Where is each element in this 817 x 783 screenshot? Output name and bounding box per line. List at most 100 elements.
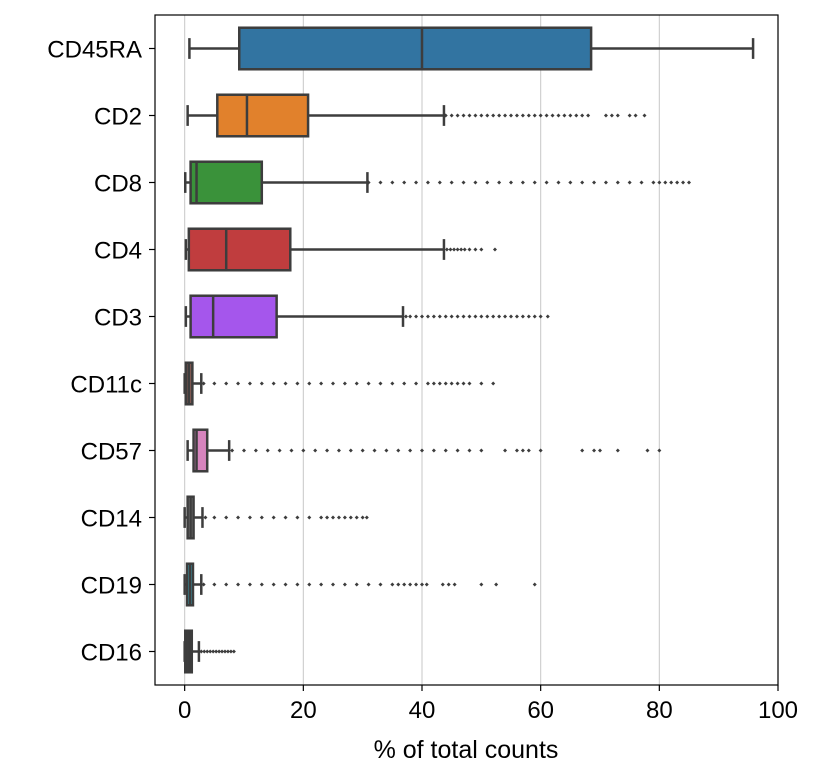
outlier-point-CD8-4 xyxy=(414,180,419,185)
outlier-point-CD4-3 xyxy=(455,247,460,252)
outlier-point-CD11c-14 xyxy=(366,381,371,386)
outlier-point-CD2-0 xyxy=(443,113,448,118)
outlier-point-CD57-29 xyxy=(598,448,602,453)
outlier-point-CD3-7 xyxy=(443,314,448,319)
outlier-point-CD3-2 xyxy=(414,314,419,319)
outlier-point-CD19-7 xyxy=(283,582,288,587)
outlier-point-CD16-10 xyxy=(228,649,233,654)
outlier-point-CD14-6 xyxy=(271,515,276,520)
outlier-point-CD57-3 xyxy=(265,448,270,453)
box-CD8 xyxy=(189,160,264,205)
outlier-point-CD11c-16 xyxy=(390,381,395,386)
outlier-point-CD2-10 xyxy=(503,113,508,118)
outlier-point-CD2-7 xyxy=(485,113,490,118)
outlier-point-CD19-17 xyxy=(396,582,401,587)
outlier-point-CD11c-23 xyxy=(449,381,454,386)
outlier-point-CD14-17 xyxy=(360,515,365,520)
outlier-point-CD11c-22 xyxy=(443,381,448,386)
outlier-point-CD3-9 xyxy=(455,314,460,319)
outlier-point-CD57-28 xyxy=(592,448,597,453)
outlier-point-CD57-21 xyxy=(479,448,484,453)
outlier-point-CD2-26 xyxy=(609,113,614,118)
outlier-point-CD2-28 xyxy=(627,113,632,118)
x-tick-label-40: 40 xyxy=(409,697,436,724)
outlier-point-CD8-12 xyxy=(509,180,513,185)
outlier-point-CD3-6 xyxy=(437,314,442,319)
y-tick-label-CD11c: CD11c xyxy=(70,372,142,399)
outlier-point-CD19-6 xyxy=(271,582,276,587)
box-CD3 xyxy=(189,294,278,339)
outlier-point-CD2-9 xyxy=(497,113,502,118)
outlier-point-CD16-4 xyxy=(211,649,216,654)
outlier-point-CD11c-13 xyxy=(354,381,359,386)
outlier-point-CD14-2 xyxy=(224,515,229,520)
outlier-point-CD2-27 xyxy=(615,113,620,118)
outlier-point-CD3-8 xyxy=(449,314,454,319)
outlier-point-CD19-11 xyxy=(331,582,335,587)
outlier-point-CD4-4 xyxy=(459,247,464,252)
x-axis: 0 20 40 60 80 100 xyxy=(178,685,798,724)
outlier-point-CD57-7 xyxy=(313,448,318,453)
outlier-point-CD19-0 xyxy=(201,582,206,587)
outlier-point-CD2-16 xyxy=(538,113,543,118)
outlier-point-CD57-12 xyxy=(372,448,377,453)
outlier-point-CD14-10 xyxy=(319,515,324,520)
outlier-point-CD8-2 xyxy=(390,180,395,185)
box-group-CD4 xyxy=(184,227,497,272)
outlier-point-CD8-9 xyxy=(473,180,478,185)
outlier-point-CD3-5 xyxy=(431,314,436,319)
outlier-point-CD3-19 xyxy=(514,314,519,319)
outlier-point-CD3-15 xyxy=(491,314,496,319)
outlier-point-CD8-5 xyxy=(425,180,430,185)
outlier-point-CD19-3 xyxy=(236,582,241,587)
outlier-point-CD11c-2 xyxy=(224,381,229,386)
outlier-point-CD11c-25 xyxy=(461,381,466,386)
outlier-point-CD8-17 xyxy=(568,180,573,185)
outlier-point-CD8-27 xyxy=(669,180,674,185)
outlier-point-CD8-7 xyxy=(449,180,454,185)
outlier-point-CD14-12 xyxy=(331,515,335,520)
outlier-point-CD14-4 xyxy=(247,515,252,520)
outlier-point-CD3-22 xyxy=(532,314,537,319)
outlier-point-CD2-18 xyxy=(550,113,555,118)
outlier-point-CD2-12 xyxy=(514,113,519,118)
outlier-point-CD8-13 xyxy=(520,180,525,185)
outlier-point-CD19-28 xyxy=(532,582,537,587)
outlier-point-CD8-19 xyxy=(592,180,597,185)
outlier-point-CD2-29 xyxy=(633,113,638,118)
outlier-point-CD19-2 xyxy=(224,582,229,587)
outlier-point-CD19-24 xyxy=(446,582,451,587)
outlier-point-CD57-25 xyxy=(526,448,531,453)
outlier-point-CD57-30 xyxy=(615,448,620,453)
outlier-point-CD3-4 xyxy=(425,314,430,319)
outlier-point-CD3-1 xyxy=(408,314,413,319)
outlier-point-CD11c-19 xyxy=(425,381,430,386)
outlier-point-CD2-1 xyxy=(449,113,454,118)
outlier-point-CD2-22 xyxy=(574,113,579,118)
x-tick-label-60: 60 xyxy=(527,697,554,724)
x-axis-title: % of total counts xyxy=(374,736,559,764)
outlier-point-CD2-25 xyxy=(603,113,608,118)
outlier-point-CD3-14 xyxy=(485,314,490,319)
box-CD45RA xyxy=(238,26,593,71)
outlier-point-CD8-28 xyxy=(675,180,680,185)
outlier-point-CD2-4 xyxy=(467,113,472,118)
outlier-point-CD19-22 xyxy=(424,582,429,587)
outlier-point-CD57-17 xyxy=(431,448,436,453)
outlier-point-CD11c-26 xyxy=(467,381,472,386)
boxes xyxy=(183,26,755,674)
y-tick-label-CD45RA: CD45RA xyxy=(47,37,142,64)
outlier-point-CD2-11 xyxy=(509,113,513,118)
outlier-point-CD11c-4 xyxy=(247,381,252,386)
outlier-point-CD19-23 xyxy=(440,582,445,587)
outlier-point-CD8-20 xyxy=(603,180,608,185)
outlier-point-CD14-14 xyxy=(342,515,347,520)
outlier-point-CD57-1 xyxy=(242,448,246,453)
outlier-point-CD3-11 xyxy=(467,314,472,319)
outlier-point-CD19-19 xyxy=(408,582,413,587)
outlier-point-CD2-14 xyxy=(526,113,531,118)
outlier-point-CD3-13 xyxy=(479,314,484,319)
outlier-point-CD11c-20 xyxy=(431,381,436,386)
outlier-point-CD19-1 xyxy=(212,582,217,587)
